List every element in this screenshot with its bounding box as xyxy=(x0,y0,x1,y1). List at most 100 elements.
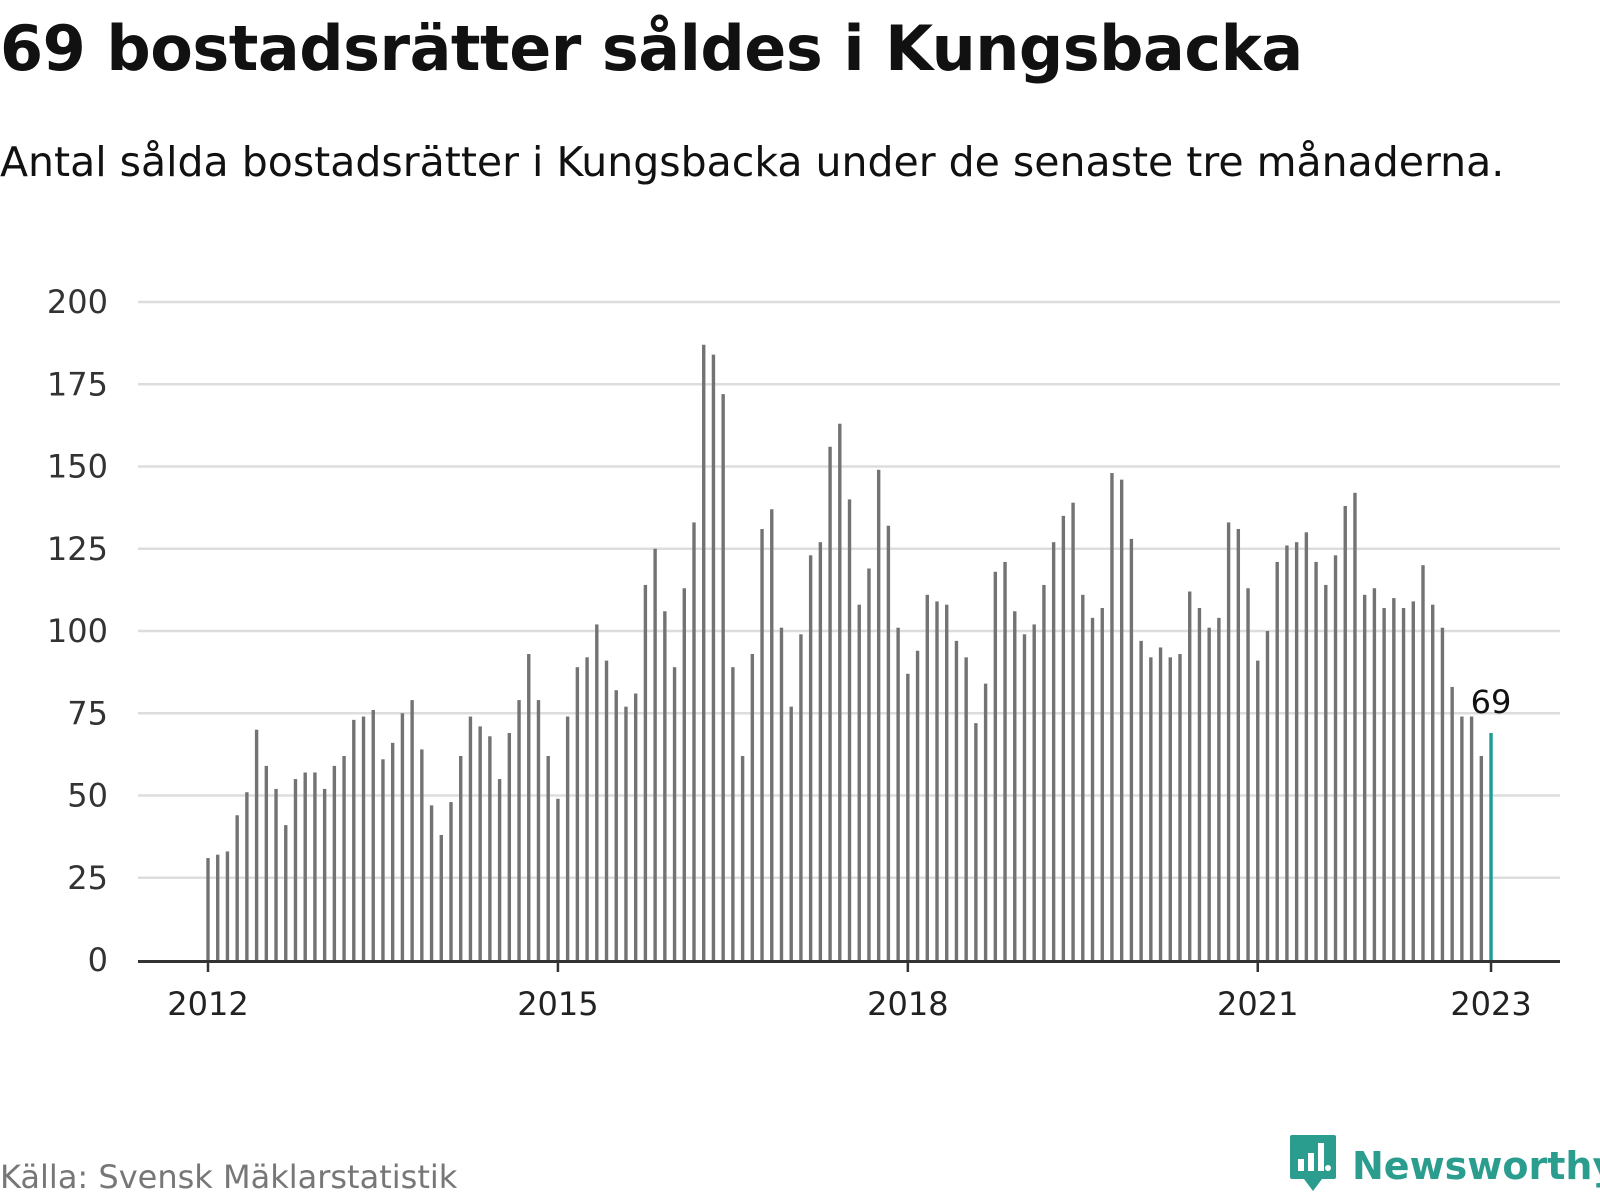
bar xyxy=(993,571,998,960)
bar xyxy=(1217,617,1221,960)
bar xyxy=(1061,515,1066,960)
bar xyxy=(1411,601,1415,960)
bar xyxy=(1372,588,1377,960)
bar xyxy=(1343,505,1347,960)
bar xyxy=(303,772,307,960)
bar xyxy=(876,469,881,960)
bar xyxy=(740,756,745,960)
bar xyxy=(1013,611,1017,960)
bar xyxy=(1139,640,1143,960)
bar xyxy=(1460,716,1464,960)
bar xyxy=(604,660,609,960)
bar xyxy=(867,568,871,960)
bar xyxy=(1401,607,1406,960)
bar xyxy=(633,693,638,960)
bar xyxy=(983,683,988,960)
bar xyxy=(507,732,512,960)
bar xyxy=(468,716,473,960)
bar xyxy=(1469,716,1474,960)
bar xyxy=(1450,686,1454,960)
bar xyxy=(974,723,978,960)
bar xyxy=(886,525,891,960)
brand-logo: Newsworthy xyxy=(1288,1135,1600,1192)
y-tick-label: 0 xyxy=(88,941,108,979)
bar xyxy=(459,756,463,960)
bar xyxy=(439,834,443,960)
bar xyxy=(264,765,269,960)
last-value-label: 69 xyxy=(1471,683,1512,721)
bar xyxy=(293,779,298,960)
bar xyxy=(702,344,706,960)
bar xyxy=(254,729,259,960)
bar xyxy=(789,706,793,960)
x-tick-label: 2015 xyxy=(517,985,598,1023)
bar xyxy=(1197,607,1202,960)
bar xyxy=(1081,594,1085,960)
bar xyxy=(1382,607,1386,960)
bar xyxy=(906,673,910,960)
bar xyxy=(1256,660,1260,960)
bar xyxy=(371,709,375,960)
bar xyxy=(527,654,531,960)
bar xyxy=(235,815,239,960)
bar xyxy=(1314,561,1318,960)
x-tick-label: 2023 xyxy=(1450,985,1531,1023)
bar xyxy=(1246,588,1250,960)
bar xyxy=(799,634,803,960)
bar xyxy=(692,522,696,960)
x-axis: 2012 2015 2018 2021 2023 xyxy=(138,960,1560,1023)
bar xyxy=(624,706,628,960)
y-tick-label: 150 xyxy=(47,448,108,486)
y-tick-label: 50 xyxy=(67,777,108,815)
bar xyxy=(711,354,716,960)
newsworthy-logo-icon xyxy=(1288,1133,1338,1199)
brand-name: Newsworthy xyxy=(1352,1144,1600,1188)
bar xyxy=(1236,529,1241,960)
source-note: Källa: Svensk Mäklarstatistik xyxy=(0,1158,458,1196)
bar xyxy=(1110,473,1114,960)
y-tick-label: 25 xyxy=(67,859,108,897)
bar xyxy=(400,713,405,960)
bar xyxy=(274,788,278,960)
bar xyxy=(390,742,395,960)
bar xyxy=(1188,591,1192,960)
bar xyxy=(313,772,317,960)
bar xyxy=(1421,565,1425,960)
bar xyxy=(332,765,337,960)
bar xyxy=(284,825,288,960)
bar xyxy=(206,858,210,960)
bars xyxy=(206,344,1493,961)
bar xyxy=(672,667,677,960)
bar xyxy=(595,624,599,960)
bar xyxy=(322,788,327,960)
bar xyxy=(420,749,424,960)
bar xyxy=(1032,624,1036,960)
bar xyxy=(760,529,764,960)
bar xyxy=(896,627,900,960)
bar xyxy=(838,423,842,961)
bar xyxy=(847,499,852,960)
bar xyxy=(1324,584,1328,960)
bar xyxy=(1479,756,1484,960)
bar xyxy=(216,854,220,960)
y-tick-label: 125 xyxy=(47,530,108,568)
bar xyxy=(770,509,774,960)
bar xyxy=(1178,654,1182,960)
bar xyxy=(1051,542,1056,960)
bar xyxy=(1353,492,1357,960)
bar xyxy=(1440,627,1445,960)
bar xyxy=(1149,657,1153,960)
bar xyxy=(643,584,648,960)
bar xyxy=(1333,555,1338,960)
bar xyxy=(1207,627,1211,960)
bar xyxy=(808,555,813,960)
bar xyxy=(1100,607,1104,960)
y-tick-label: 200 xyxy=(47,283,108,321)
bar-highlight xyxy=(1489,732,1493,960)
bar xyxy=(1158,647,1163,960)
bar xyxy=(1042,584,1046,960)
bar xyxy=(682,588,686,960)
bar xyxy=(1265,631,1270,960)
bar xyxy=(945,604,949,960)
